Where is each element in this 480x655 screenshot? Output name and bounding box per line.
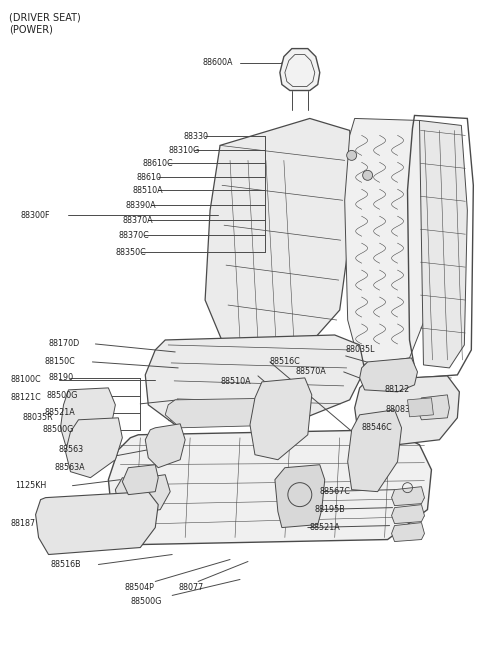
Text: 88563: 88563 bbox=[59, 445, 84, 454]
Text: 88521A: 88521A bbox=[45, 408, 75, 417]
Text: 88500G: 88500G bbox=[43, 425, 74, 434]
Polygon shape bbox=[360, 358, 418, 392]
Text: 88390A: 88390A bbox=[125, 201, 156, 210]
Polygon shape bbox=[145, 424, 185, 468]
Text: 1125KH: 1125KH bbox=[16, 481, 47, 490]
Text: 88190: 88190 bbox=[48, 373, 74, 383]
Polygon shape bbox=[345, 119, 430, 365]
Text: 88077: 88077 bbox=[178, 583, 204, 592]
Text: 88516B: 88516B bbox=[50, 560, 81, 569]
Text: 88610: 88610 bbox=[136, 173, 161, 182]
Polygon shape bbox=[205, 119, 355, 360]
Text: 88150C: 88150C bbox=[45, 358, 75, 366]
Polygon shape bbox=[280, 48, 320, 90]
Polygon shape bbox=[165, 398, 305, 428]
Polygon shape bbox=[348, 410, 402, 492]
Text: 88567C: 88567C bbox=[320, 487, 351, 496]
Text: 88370A: 88370A bbox=[122, 215, 153, 225]
Text: 88035R: 88035R bbox=[23, 413, 53, 422]
Polygon shape bbox=[145, 335, 365, 425]
Polygon shape bbox=[408, 398, 433, 417]
Polygon shape bbox=[275, 464, 325, 527]
Polygon shape bbox=[60, 388, 115, 450]
Text: 88035L: 88035L bbox=[346, 345, 375, 354]
Text: 88563A: 88563A bbox=[55, 463, 85, 472]
Text: 88195B: 88195B bbox=[315, 505, 346, 514]
Polygon shape bbox=[122, 464, 158, 495]
Text: 88170D: 88170D bbox=[48, 339, 80, 348]
Polygon shape bbox=[115, 475, 170, 515]
Text: 88083: 88083 bbox=[385, 405, 410, 415]
Text: 88310G: 88310G bbox=[168, 146, 200, 155]
Text: 88350C: 88350C bbox=[115, 248, 146, 257]
Text: 88122: 88122 bbox=[384, 385, 410, 394]
Text: 88121C: 88121C bbox=[11, 394, 41, 402]
Polygon shape bbox=[65, 418, 122, 477]
Text: 88100C: 88100C bbox=[11, 375, 41, 384]
Text: 88500G: 88500G bbox=[47, 391, 78, 400]
Polygon shape bbox=[108, 430, 432, 544]
Text: 88510A: 88510A bbox=[132, 186, 163, 195]
Text: 88546C: 88546C bbox=[361, 423, 392, 432]
Polygon shape bbox=[250, 378, 312, 460]
Text: 88500G: 88500G bbox=[130, 597, 162, 606]
Text: 88300F: 88300F bbox=[21, 211, 50, 219]
Polygon shape bbox=[418, 395, 449, 420]
Polygon shape bbox=[355, 376, 459, 448]
Polygon shape bbox=[392, 487, 424, 506]
Text: 88516C: 88516C bbox=[270, 358, 300, 366]
Text: 88570A: 88570A bbox=[296, 367, 326, 377]
Text: (POWER): (POWER) bbox=[9, 25, 52, 35]
Text: 88370C: 88370C bbox=[119, 231, 149, 240]
Text: 88610C: 88610C bbox=[142, 159, 173, 168]
Polygon shape bbox=[420, 121, 468, 368]
Polygon shape bbox=[392, 504, 424, 523]
Text: (DRIVER SEAT): (DRIVER SEAT) bbox=[9, 12, 81, 23]
Text: 88187: 88187 bbox=[11, 519, 36, 528]
Text: 88504P: 88504P bbox=[124, 583, 154, 592]
Circle shape bbox=[347, 151, 357, 160]
Text: 88330: 88330 bbox=[183, 132, 208, 141]
Circle shape bbox=[363, 170, 372, 180]
Polygon shape bbox=[392, 523, 424, 542]
Text: 88521A: 88521A bbox=[310, 523, 340, 532]
Text: 88510A: 88510A bbox=[220, 377, 251, 386]
Text: 88600A: 88600A bbox=[202, 58, 233, 67]
Polygon shape bbox=[36, 492, 158, 555]
